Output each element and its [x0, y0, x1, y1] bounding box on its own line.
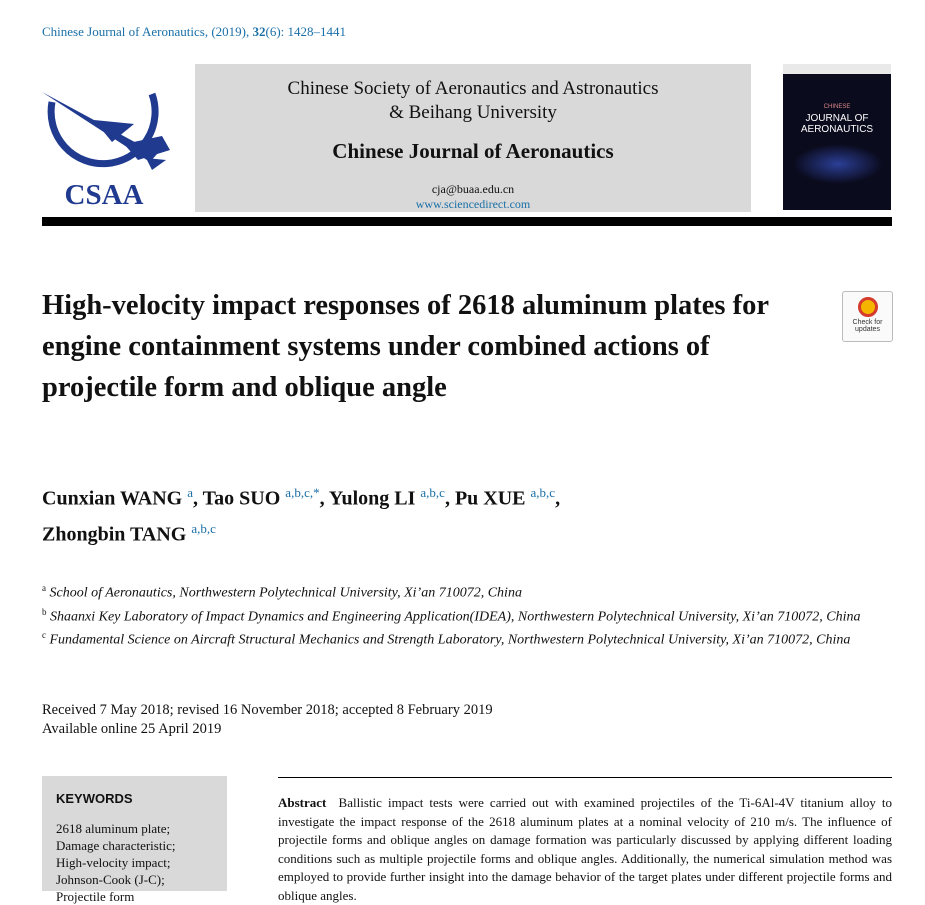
journal-cover-image: CHINESE JOURNAL OF AERONAUTICS — [783, 64, 891, 210]
article-dates: Received 7 May 2018; revised 16 November… — [42, 702, 493, 737]
keyword-item: High-velocity impact; — [56, 855, 171, 870]
affiliation-list: a School of Aeronautics, Northwestern Po… — [42, 579, 892, 650]
journal-name: Chinese Journal of Aeronautics — [332, 139, 614, 163]
abstract-rule — [278, 777, 892, 778]
update-icon — [857, 297, 878, 317]
check-for-updates-badge[interactable]: Check for updates — [842, 291, 893, 342]
journal-header-box: Chinese Society of Aeronautics and Astro… — [195, 64, 751, 212]
journal-masthead: CSAA Chinese Society of Aeronautics and … — [42, 62, 892, 214]
journal-website-link[interactable]: www.sciencedirect.com — [415, 197, 531, 211]
article-title: High-velocity impact responses of 2618 a… — [42, 290, 769, 403]
journal-citation: Chinese Journal of Aeronautics, (2019), … — [42, 24, 347, 39]
society-name: Chinese Society of Aeronautics and Astro… — [287, 78, 659, 123]
affiliation-item: c Fundamental Science on Aircraft Struct… — [42, 630, 851, 648]
keywords-heading: KEYWORDS — [56, 791, 133, 806]
keyword-item: 2618 aluminum plate; — [56, 821, 171, 836]
keyword-item: Damage characteristic; — [56, 838, 176, 853]
csaa-logo: CSAA — [42, 66, 172, 211]
author-list: Cunxian WANG a, Tao SUO a,b,c,*, Yulong … — [42, 485, 561, 546]
keywords-box: KEYWORDS 2618 aluminum plate; Damage cha… — [42, 776, 227, 904]
keyword-item: Johnson-Cook (J-C); — [56, 872, 165, 887]
affiliation-item: a School of Aeronautics, Northwestern Po… — [42, 583, 522, 601]
affiliation-item: b Shaanxi Key Laboratory of Impact Dynam… — [42, 606, 861, 625]
abstract: Abstract Ballistic impact tests were car… — [278, 795, 893, 903]
svg-text:CSAA: CSAA — [65, 179, 144, 206]
journal-email[interactable]: cja@buaa.edu.cn — [431, 182, 515, 196]
header-rule — [42, 217, 892, 226]
